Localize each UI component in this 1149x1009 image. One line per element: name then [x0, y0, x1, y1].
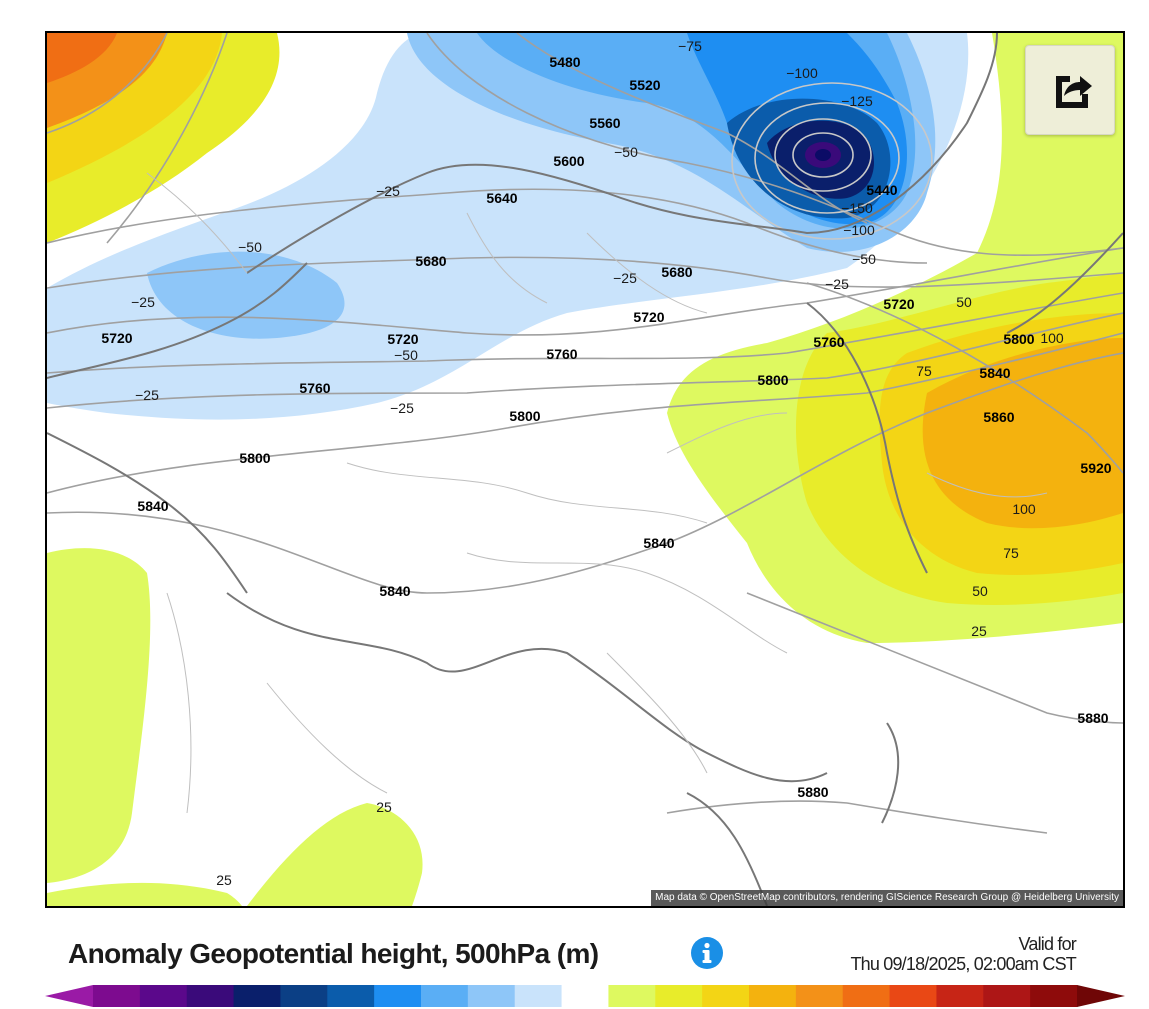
anomaly-contour-label: −100 — [843, 222, 875, 238]
map-title: Anomaly Geopotential height, 500hPa (m) — [68, 938, 599, 969]
anomaly-contour-label: −75 — [678, 38, 702, 54]
legend-swatch — [702, 985, 750, 1007]
anomaly-contour-label: −150 — [841, 200, 873, 216]
legend-swatch — [1030, 985, 1078, 1007]
height-contour-label: 5720 — [101, 330, 132, 346]
legend-swatch — [1077, 985, 1125, 1007]
anomaly-contour-label: −50 — [394, 347, 418, 363]
height-contour-label: 5800 — [1003, 331, 1034, 347]
positive-anomaly-west — [47, 548, 151, 883]
legend-swatch — [327, 985, 375, 1007]
anomaly-contour-label: 50 — [972, 583, 988, 599]
valid-label: Valid for — [1018, 934, 1077, 954]
anomaly-contour-label: 25 — [376, 799, 392, 815]
height-contour-label: 5480 — [549, 54, 580, 70]
legend-swatch — [374, 985, 422, 1007]
height-contour-label: 5520 — [629, 77, 660, 93]
legend-swatch — [45, 985, 93, 1007]
anomaly-contour-label: −25 — [825, 276, 849, 292]
anomaly-contour-label: 25 — [216, 872, 232, 888]
height-labels: 5480 5520 5560 5600 5640 5440 5680 5680 5720 5720… — [101, 54, 1111, 800]
legend-swatch — [280, 985, 328, 1007]
anomaly-contour-label: 50 — [956, 294, 972, 310]
legend-swatch — [749, 985, 797, 1007]
province-borders — [146, 172, 1048, 814]
height-contour-label: 5760 — [546, 346, 577, 362]
anomaly-labels: −75−100−125−50−150−100−50−25−25−50−25−25… — [131, 38, 1064, 888]
anomaly-contour-label: 100 — [1012, 501, 1036, 517]
height-contour-label: 5680 — [415, 253, 446, 269]
height-contour-label: 5760 — [813, 334, 844, 350]
legend-swatch — [842, 985, 891, 1007]
anomaly-contour-label: −50 — [852, 251, 876, 267]
valid-time: Thu 09/18/2025, 02:00am CST — [850, 954, 1076, 974]
height-contour-label: 5800 — [239, 450, 270, 466]
height-contour-label: 5600 — [553, 153, 584, 169]
anomaly-contour-label: 100 — [1040, 330, 1064, 346]
map-attribution: Map data © OpenStreetMap contributors, r… — [651, 890, 1123, 906]
anomaly-contour-label: −100 — [786, 65, 818, 81]
anomaly-contour-label: −25 — [390, 400, 414, 416]
height-contour-label: 5860 — [983, 409, 1014, 425]
height-contour-label: 5920 — [1080, 460, 1111, 476]
anomaly-contour-label: −50 — [614, 144, 638, 160]
anomaly-contour-label: −125 — [841, 93, 873, 109]
height-contour-label: 5760 — [299, 380, 330, 396]
anomaly-contour-label: 75 — [1003, 545, 1019, 561]
legend-swatch — [936, 985, 984, 1007]
anomaly-contour-label: −50 — [238, 239, 262, 255]
height-contour-label: 5720 — [387, 331, 418, 347]
height-contour-label: 5640 — [486, 190, 517, 206]
height-contour-label: 5800 — [757, 372, 788, 388]
legend-swatch — [655, 985, 703, 1007]
legend-swatch — [983, 985, 1031, 1007]
height-contour-label: 5880 — [797, 784, 828, 800]
anomaly-contour-label: 25 — [971, 623, 987, 639]
height-contour-label: 5440 — [866, 182, 897, 198]
positive-anomaly-south — [247, 803, 423, 906]
anomaly-map: −75−100−125−50−150−100−50−25−25−50−25−25… — [47, 33, 1123, 906]
height-contour-label: 5720 — [633, 309, 664, 325]
anomaly-contour-label: 75 — [916, 363, 932, 379]
legend-swatch — [186, 985, 235, 1007]
country-borders — [47, 33, 1123, 906]
legend-swatch — [889, 985, 937, 1007]
height-contour-label: 5800 — [509, 408, 540, 424]
height-contour-label: 5840 — [979, 365, 1010, 381]
legend-swatch — [561, 985, 609, 1007]
legend-swatch — [608, 985, 656, 1007]
legend-swatch — [421, 985, 469, 1007]
anomaly-contour-label: −25 — [135, 387, 159, 403]
height-contour-label: 5840 — [137, 498, 168, 514]
height-contour-label: 5680 — [661, 264, 692, 280]
height-contour-label: 5840 — [643, 535, 674, 551]
legend-swatch — [93, 985, 141, 1007]
height-contour-label: 5880 — [1077, 710, 1108, 726]
height-contours — [47, 33, 1123, 834]
color-legend — [45, 985, 1125, 1007]
legend-swatch — [795, 985, 844, 1007]
legend-swatch — [467, 985, 516, 1007]
share-button[interactable] — [1025, 45, 1115, 135]
map-viewport[interactable]: −75 −100 −125 −50 −150 −100 −50 −25 −25 −50 −25 −25… — [45, 31, 1125, 908]
legend-swatch — [514, 985, 563, 1007]
anomaly-contour-label: −25 — [131, 294, 155, 310]
share-icon — [1056, 76, 1092, 108]
valid-time-block: Valid for Thu 09/18/2025, 02:00am CST — [850, 934, 1076, 974]
height-contour-label: 5840 — [379, 583, 410, 599]
height-contour-label: 5560 — [589, 115, 620, 131]
info-icon[interactable] — [690, 936, 724, 970]
anomaly-contour-label: −25 — [613, 270, 637, 286]
anomaly-contour-label: −25 — [376, 183, 400, 199]
legend-swatch — [233, 985, 281, 1007]
legend-swatch — [139, 985, 188, 1007]
height-contour-label: 5720 — [883, 296, 914, 312]
